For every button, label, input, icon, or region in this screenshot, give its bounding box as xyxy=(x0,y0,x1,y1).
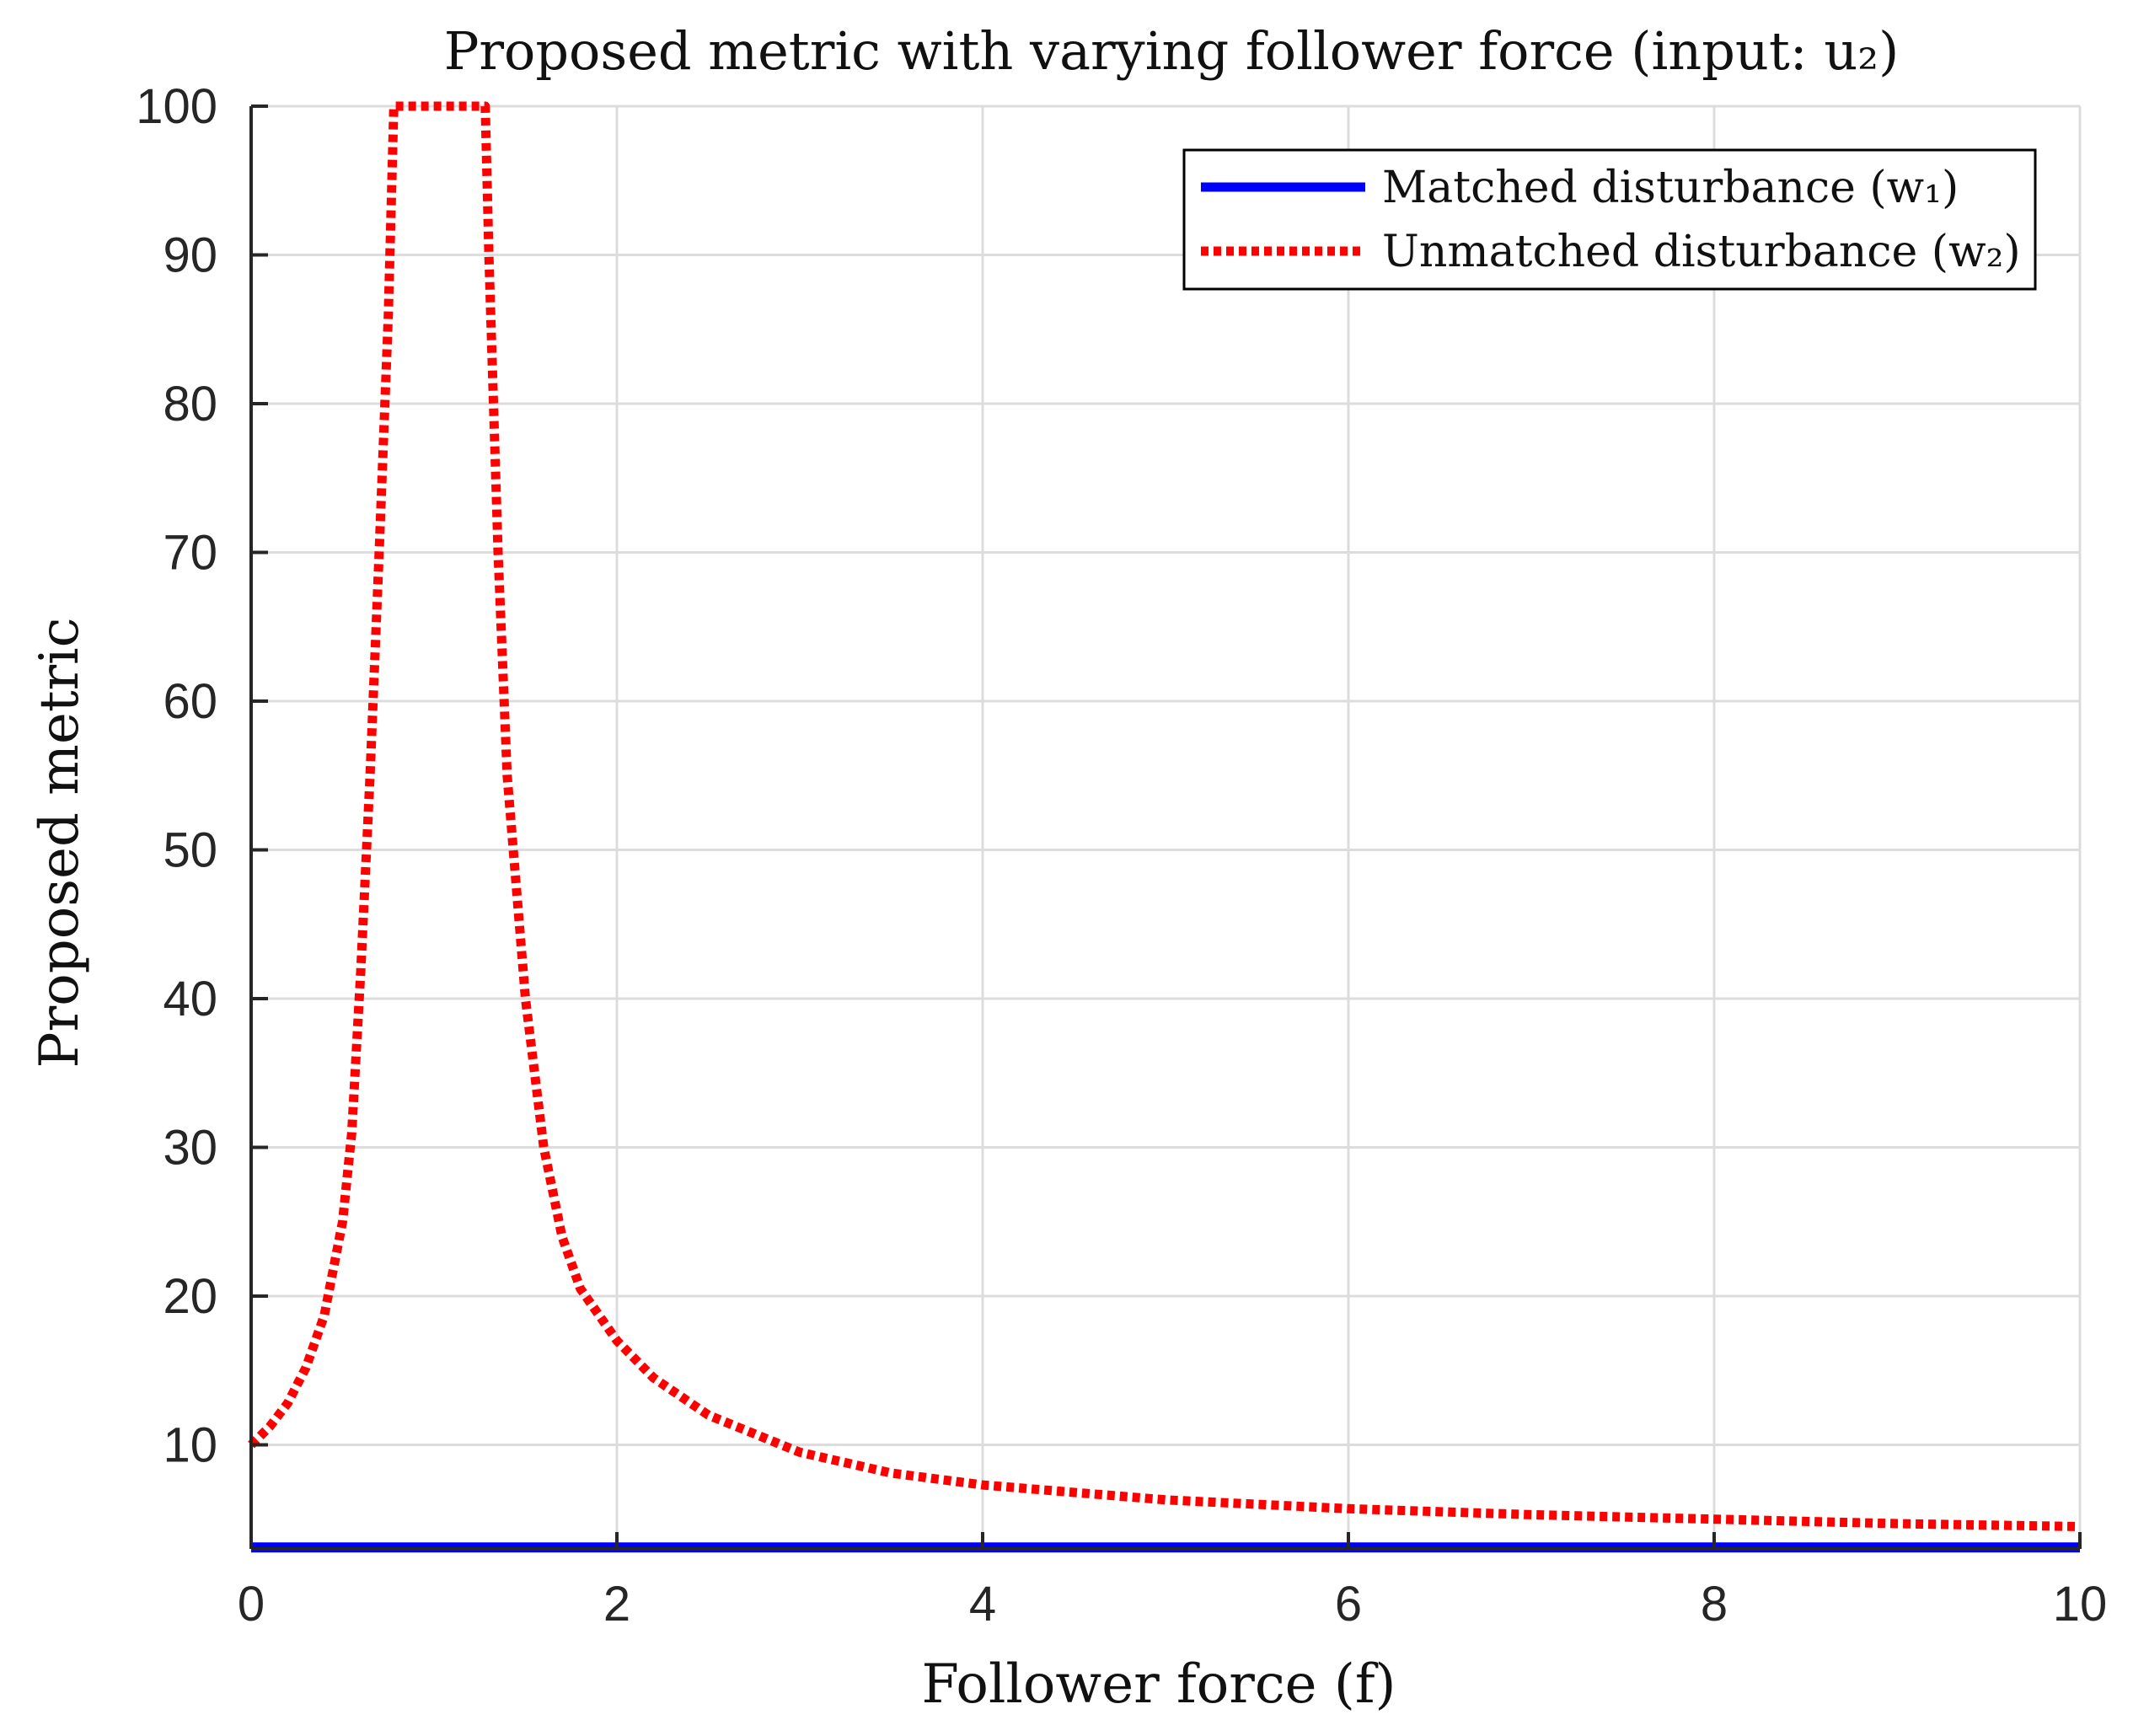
y-tick-label-4: 50 xyxy=(163,822,217,877)
x-tick-label-1: 2 xyxy=(603,1577,630,1632)
legend-label-unmatched: Unmatched disturbance (w₂) xyxy=(1382,227,2021,277)
y-tick-label-1: 20 xyxy=(163,1269,217,1324)
y-tick-label-8: 90 xyxy=(163,228,217,282)
y-tick-label-3: 40 xyxy=(163,972,217,1026)
x-tick-label-4: 8 xyxy=(1701,1577,1728,1632)
y-tick-label-5: 60 xyxy=(163,674,217,729)
x-tick-label-3: 6 xyxy=(1335,1577,1362,1632)
y-tick-label-0: 10 xyxy=(163,1417,217,1472)
ticks-layer: 0 2 4 6 8 10 10 20 30 40 50 60 70 80 90 100 xyxy=(136,79,2107,1632)
series-line-unmatched xyxy=(248,101,2081,1531)
y-tick-label-9: 100 xyxy=(136,79,217,134)
axes-layer xyxy=(249,106,2080,1551)
x-tick-label-5: 10 xyxy=(2053,1577,2108,1632)
x-tick-label-2: 4 xyxy=(969,1577,996,1632)
y-tick-label-2: 30 xyxy=(163,1120,217,1175)
x-axis-label: Follower force (f) xyxy=(922,1653,1396,1716)
y-tick-label-7: 80 xyxy=(163,377,217,431)
legend: Matched disturbance (w₁) Unmatched distu… xyxy=(1182,148,2037,291)
x-tick-label-0: 0 xyxy=(238,1577,265,1632)
y-axis-label: Proposed metric xyxy=(29,618,91,1069)
legend-box xyxy=(1182,148,2037,291)
legend-label-matched: Matched disturbance (w₁) xyxy=(1382,163,1959,213)
grid-layer xyxy=(251,104,2082,1549)
chart-title: Proposed metric with varying follower fo… xyxy=(444,20,1900,82)
y-tick-label-6: 70 xyxy=(163,525,217,580)
